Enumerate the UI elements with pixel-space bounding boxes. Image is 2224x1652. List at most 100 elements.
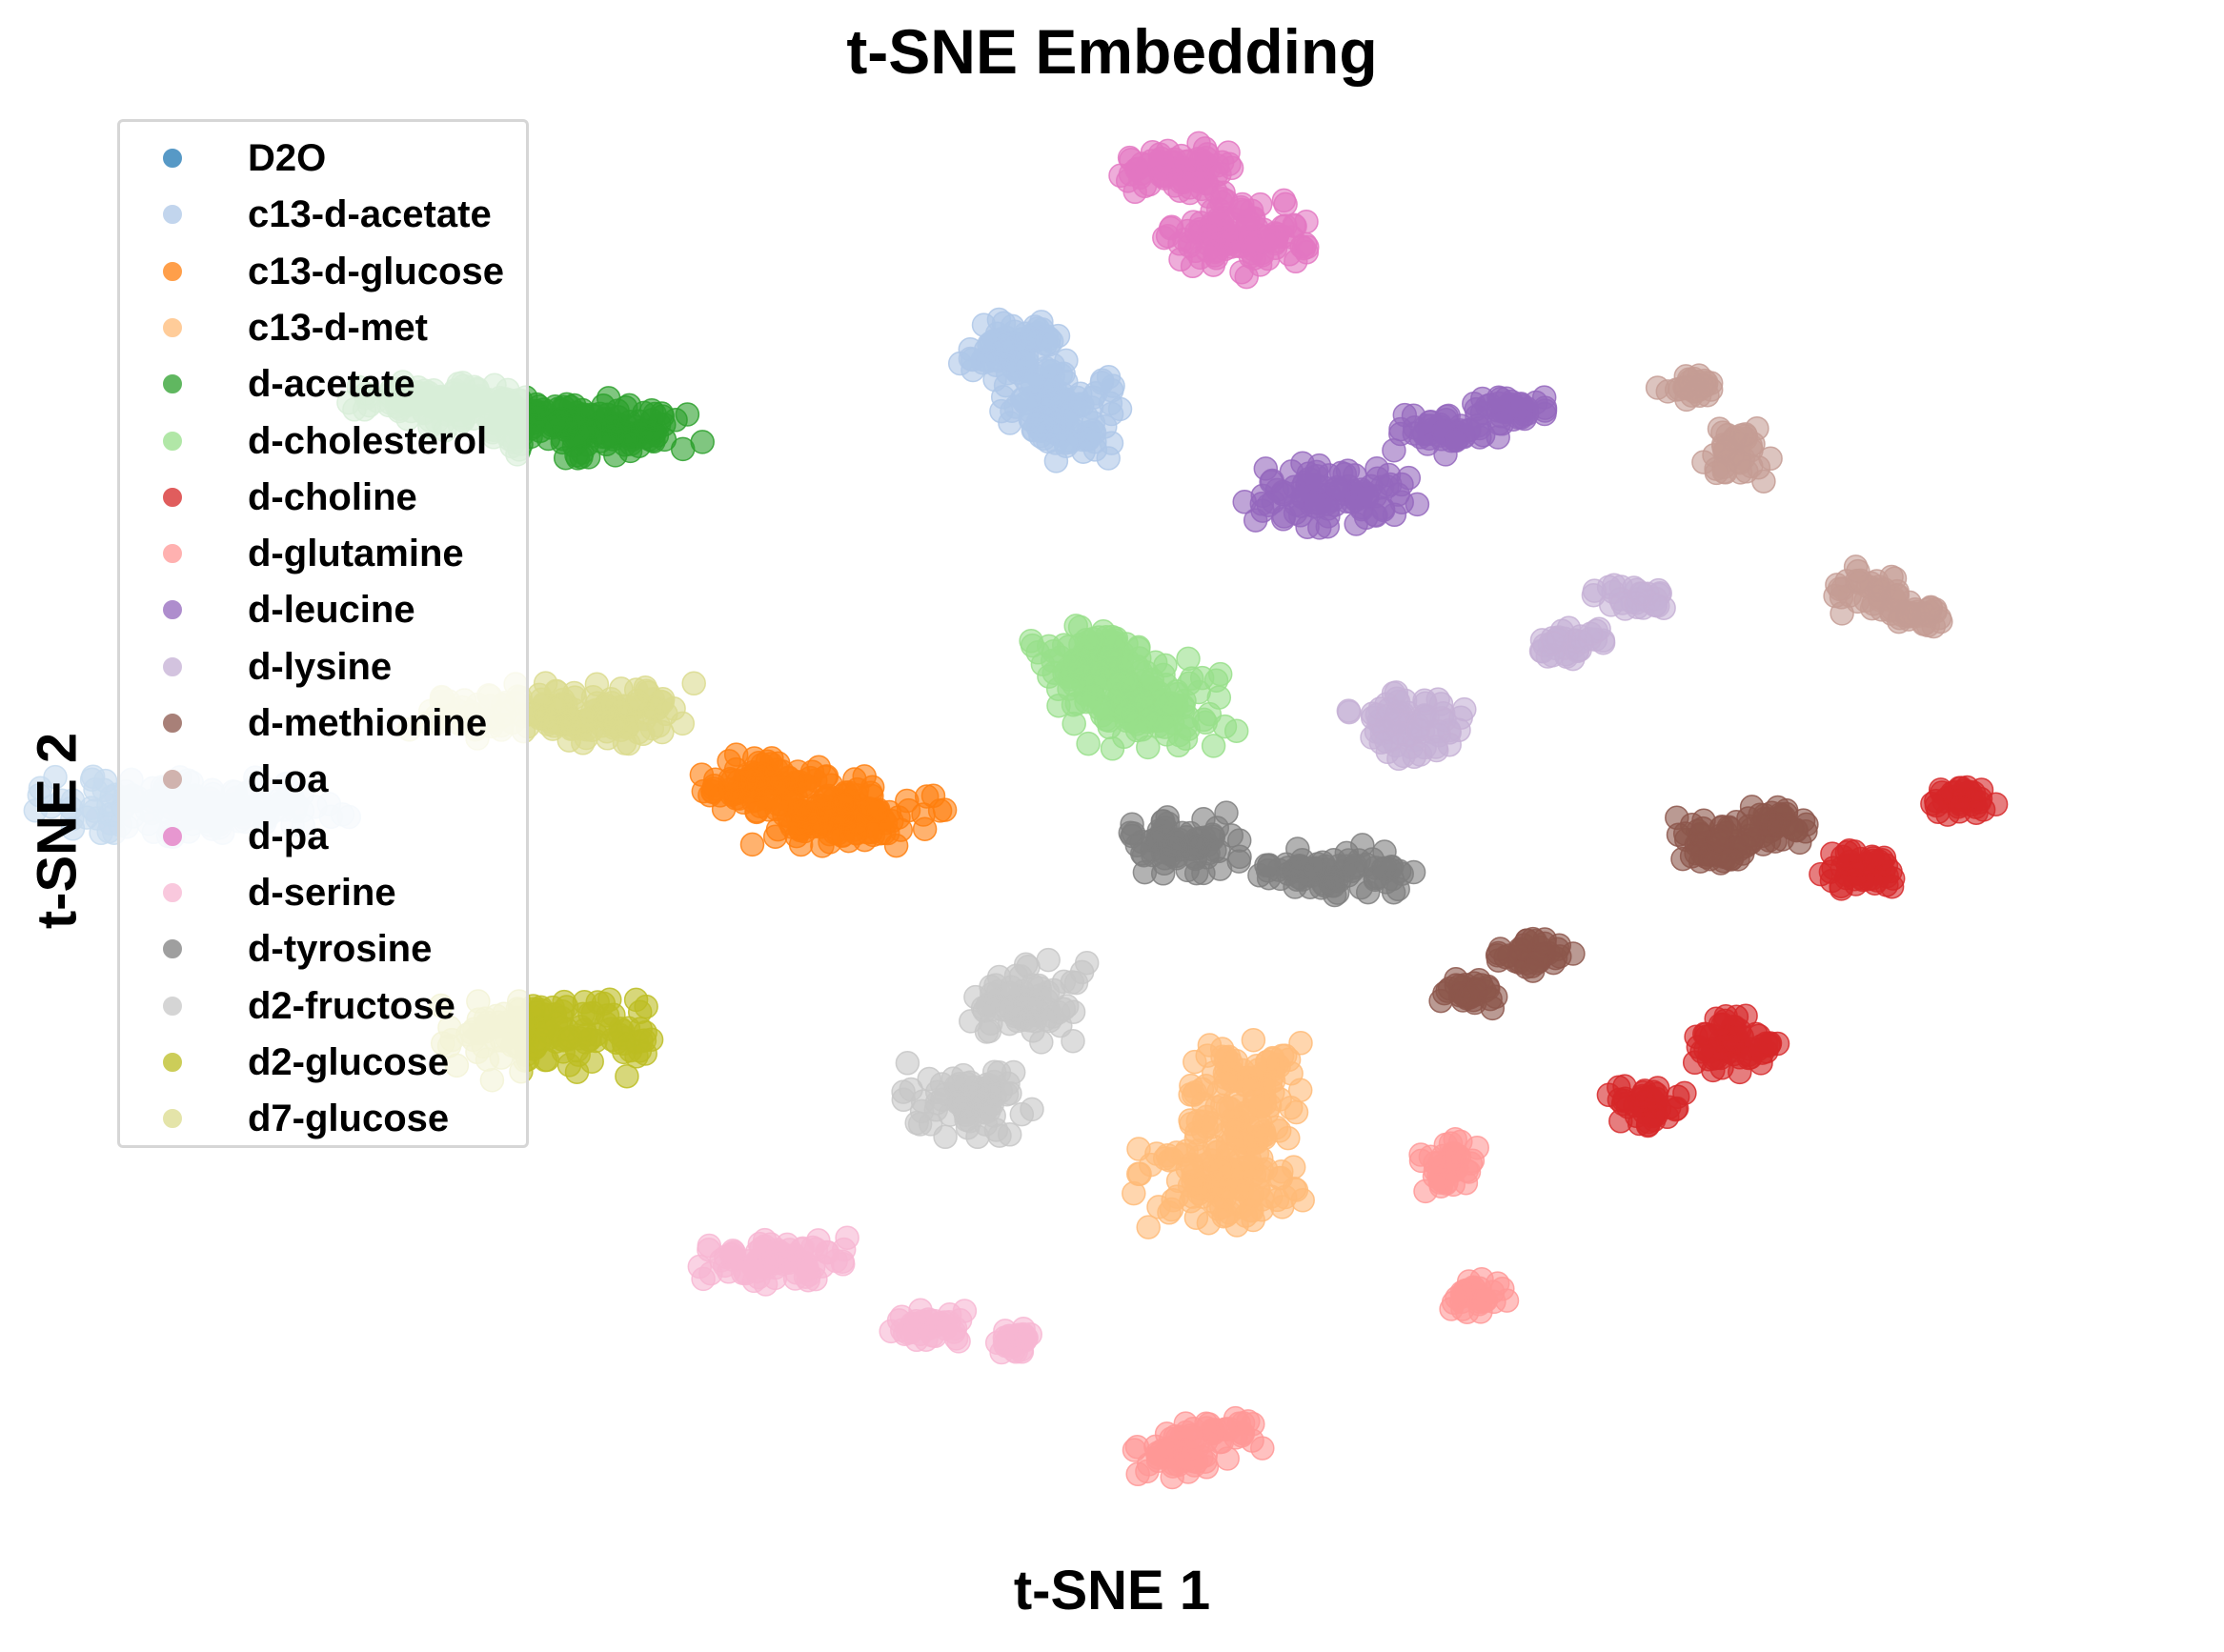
data-point <box>1532 398 1558 423</box>
data-point <box>690 430 715 454</box>
legend-label: d-leucine <box>248 589 415 632</box>
data-point <box>1370 495 1396 521</box>
legend-marker-icon <box>163 374 182 394</box>
legend-label: d-lysine <box>248 645 393 688</box>
data-point <box>1223 718 1249 743</box>
data-point <box>901 1311 927 1336</box>
data-point <box>1457 984 1482 1009</box>
data-point <box>990 334 1015 359</box>
data-point <box>1151 163 1177 188</box>
legend-marker-icon <box>163 996 182 1016</box>
data-point <box>1076 731 1101 756</box>
data-point <box>1234 264 1259 290</box>
legend-marker-icon <box>163 431 182 451</box>
data-point <box>1227 844 1252 870</box>
data-point <box>1582 578 1607 603</box>
data-point <box>779 790 804 815</box>
data-point <box>1127 1161 1152 1186</box>
data-point <box>895 1051 920 1076</box>
legend-item-d-methionine: d-methionine <box>120 696 530 750</box>
data-point <box>1207 661 1233 687</box>
data-point <box>698 1260 723 1286</box>
data-point <box>1478 986 1503 1012</box>
legend-label: d-oa <box>248 758 329 801</box>
legend-label: d2-fructose <box>248 984 455 1027</box>
data-point <box>1074 950 1100 976</box>
data-point <box>1830 601 1854 626</box>
data-point <box>1035 414 1060 439</box>
legend-marker-icon <box>163 544 182 564</box>
data-point <box>577 418 602 444</box>
legend-marker-icon <box>163 487 182 507</box>
legend-label: d-choline <box>248 475 417 518</box>
data-point <box>1284 867 1310 892</box>
data-point <box>909 1098 935 1124</box>
data-point <box>1176 646 1201 672</box>
x-axis-label: t-SNE 1 <box>1013 1560 1211 1622</box>
data-point <box>1472 1286 1498 1312</box>
data-point <box>987 1123 1012 1148</box>
y-axis-label: t-SNE 2 <box>26 732 89 930</box>
legend-label: d-serine <box>248 871 396 914</box>
legend-label: c13-d-met <box>248 306 428 349</box>
data-point <box>930 1087 955 1112</box>
series-d-methionine <box>1428 795 1819 1021</box>
data-point <box>1003 394 1028 419</box>
data-point <box>895 788 920 814</box>
legend-label: d2-glucose <box>248 1040 450 1083</box>
data-point <box>1284 1099 1309 1125</box>
data-point <box>564 1059 590 1084</box>
data-point <box>844 776 870 802</box>
data-point <box>1119 147 1143 172</box>
data-point <box>1389 861 1414 886</box>
data-point <box>1251 229 1277 254</box>
data-point <box>1336 698 1362 723</box>
data-point <box>940 1066 966 1091</box>
data-point <box>1983 792 2009 816</box>
data-point <box>617 410 643 434</box>
data-point <box>1048 362 1074 388</box>
data-point <box>1846 558 1870 584</box>
data-point <box>1150 809 1175 835</box>
legend-label: d7-glucose <box>248 1098 450 1140</box>
data-point <box>1711 434 1736 460</box>
data-point <box>814 785 839 810</box>
series-d-tyrosine <box>1118 800 1426 908</box>
data-point <box>1322 847 1346 873</box>
data-point <box>1020 973 1045 997</box>
legend-item-d7-glucose: d7-glucose <box>120 1092 530 1145</box>
data-point <box>689 762 715 787</box>
data-point <box>1324 474 1350 500</box>
data-point <box>1687 363 1711 388</box>
data-point <box>1219 1050 1243 1076</box>
data-point <box>888 817 914 842</box>
legend-marker-icon <box>163 600 182 620</box>
data-point <box>1507 937 1532 962</box>
data-point <box>1177 1173 1203 1199</box>
data-point <box>1257 853 1282 877</box>
legend-marker-icon <box>163 882 182 902</box>
data-point <box>1413 1179 1438 1204</box>
data-point <box>860 798 885 823</box>
data-point <box>1705 827 1730 853</box>
legend-item-d2-fructose: d2-fructose <box>120 979 530 1033</box>
legend-marker-icon <box>163 205 182 225</box>
data-point <box>1456 1269 1482 1294</box>
legend-marker-icon <box>163 1109 182 1129</box>
data-point <box>675 402 700 427</box>
data-point <box>1089 370 1115 395</box>
legend-marker-icon <box>163 939 182 959</box>
data-point <box>1045 1000 1071 1025</box>
legend-item-c13-d-acetate: c13-d-acetate <box>120 188 530 241</box>
data-point <box>624 1044 649 1069</box>
legend-item-d-leucine: d-leucine <box>120 583 530 636</box>
data-point <box>1159 214 1184 240</box>
data-point <box>1167 1449 1193 1474</box>
data-point <box>625 688 651 714</box>
data-point <box>1946 795 1971 819</box>
legend-marker-icon <box>163 149 182 168</box>
legend-marker-icon <box>163 261 182 281</box>
data-point <box>1256 493 1282 517</box>
data-point <box>1063 614 1088 638</box>
